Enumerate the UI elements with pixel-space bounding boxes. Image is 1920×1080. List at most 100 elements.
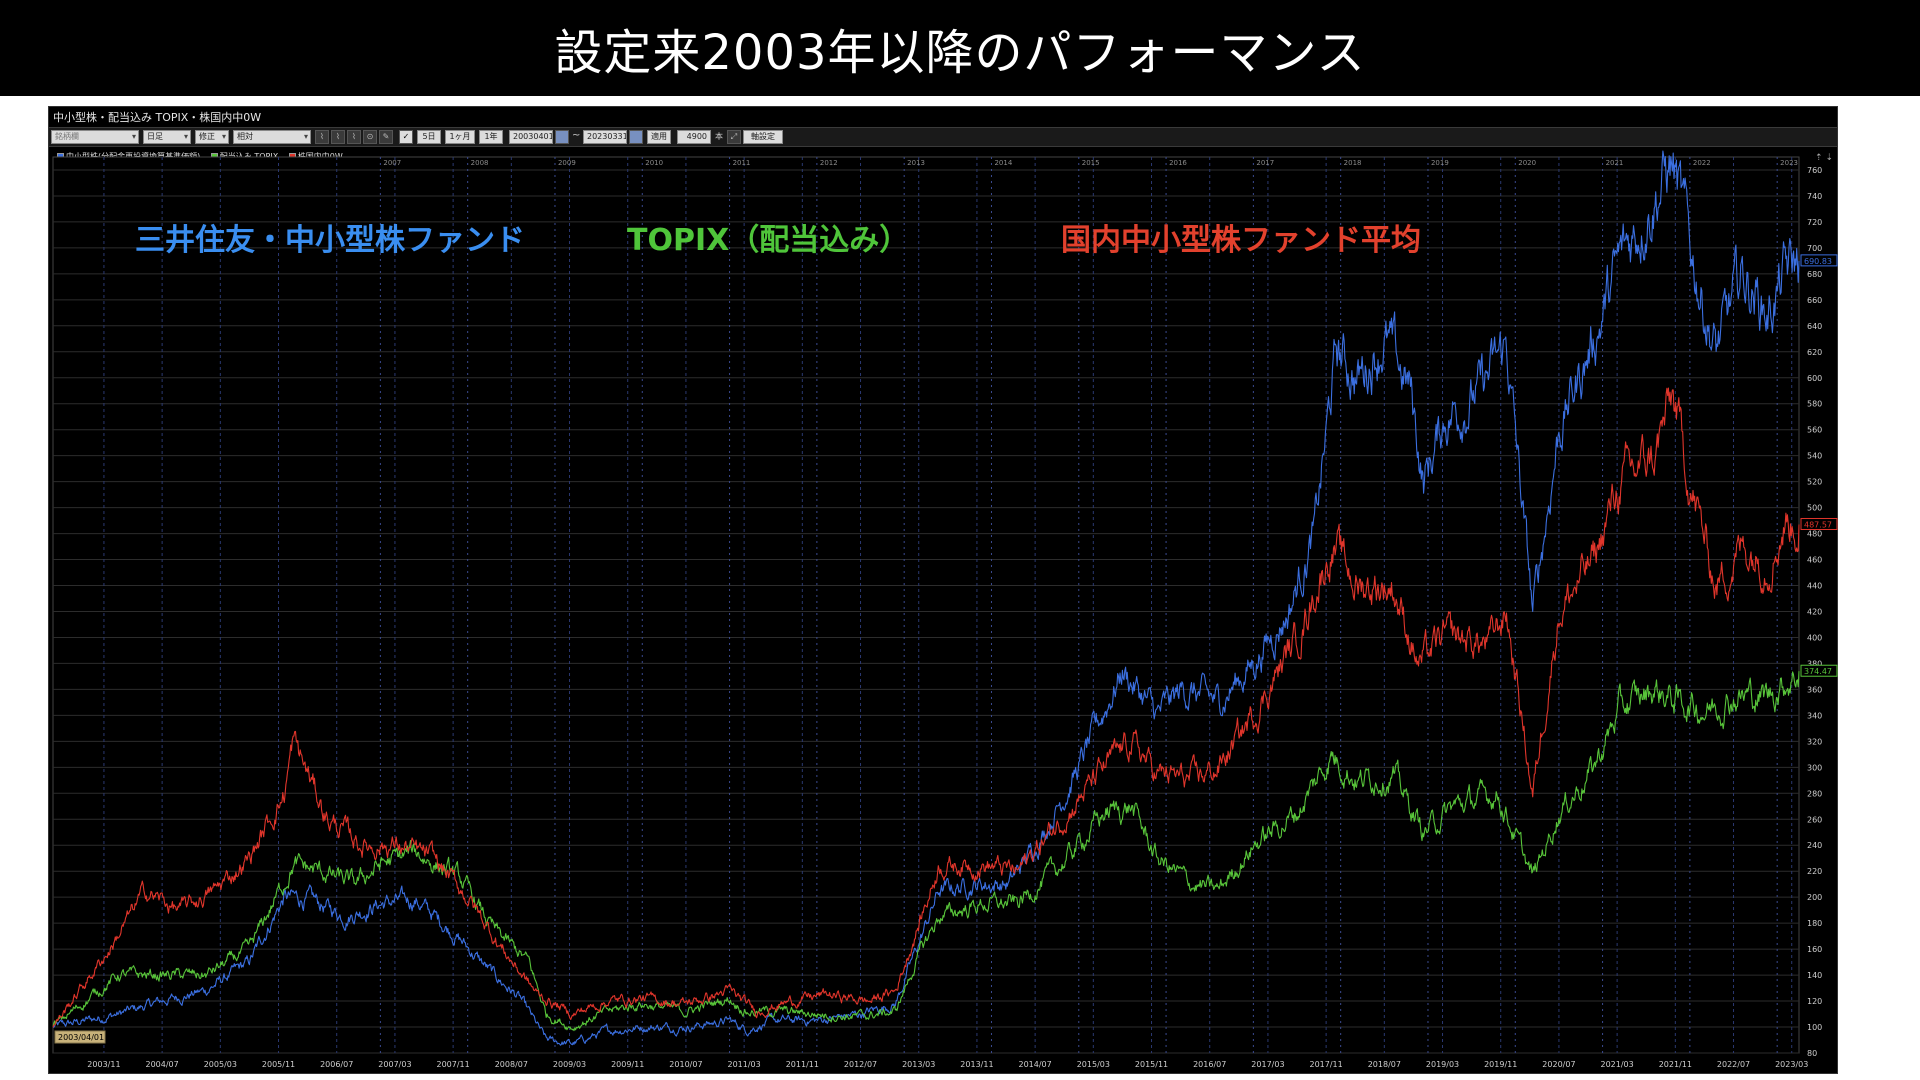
- y-tick-label: 420: [1807, 607, 1822, 616]
- slide-title-bar: 設定来2003年以降のパフォーマンス: [0, 0, 1920, 96]
- year-label: 2021: [1606, 159, 1624, 167]
- btn-5d[interactable]: 5日: [417, 130, 441, 144]
- year-label: 2017: [1256, 159, 1274, 167]
- plot-area: [52, 156, 1800, 1054]
- year-label: 2019: [1431, 159, 1449, 167]
- x-tick-label: 2010/07: [669, 1060, 702, 1069]
- x-tick-label: 2020/07: [1542, 1060, 1575, 1069]
- x-tick-label: 2021/11: [1659, 1060, 1692, 1069]
- calendar-icon[interactable]: [555, 130, 569, 144]
- x-tick-label: 2013/03: [902, 1060, 935, 1069]
- x-tick-label: 2004/07: [146, 1060, 179, 1069]
- y-tick-label: 600: [1807, 374, 1822, 383]
- last-value-box: [1800, 517, 1838, 530]
- start-date-field[interactable]: 20030401: [509, 130, 553, 144]
- year-label: 2011: [733, 159, 751, 167]
- period-select[interactable]: 日足: [143, 130, 191, 144]
- year-label: 2018: [1344, 159, 1362, 167]
- year-label: 2020: [1518, 159, 1536, 167]
- y-tick-label: 560: [1807, 426, 1822, 435]
- search-input[interactable]: 銘柄欄: [51, 130, 139, 144]
- y-tick-label: 280: [1807, 789, 1822, 798]
- year-label: 2022: [1693, 159, 1711, 167]
- y-tick-label: 220: [1807, 867, 1822, 876]
- count-field[interactable]: 4900: [677, 130, 711, 144]
- x-tick-label: 2003/11: [87, 1060, 120, 1069]
- year-label: 2013: [907, 159, 925, 167]
- x-tick-label: 2011/11: [786, 1060, 819, 1069]
- x-tick-label: 2021/03: [1601, 1060, 1634, 1069]
- last-value-box: [1800, 254, 1838, 267]
- slide-title: 設定来2003年以降のパフォーマンス: [554, 25, 1366, 81]
- y-tick-label: 680: [1807, 270, 1822, 279]
- zoom-icon[interactable]: ⊙: [363, 130, 377, 144]
- series-line: [52, 150, 1800, 1046]
- x-tick-label: 2015/03: [1077, 1060, 1110, 1069]
- x-tick-label: 2022/07: [1717, 1060, 1750, 1069]
- scroll-arrows-icon[interactable]: ⇡ ⇣: [1815, 153, 1833, 163]
- x-tick-label: 2007/03: [378, 1060, 411, 1069]
- btn-1m[interactable]: 1ヶ月: [445, 130, 475, 144]
- y-tick-label: 580: [1807, 400, 1822, 409]
- draw-icon[interactable]: ✎: [379, 130, 393, 144]
- year-label: 2009: [558, 159, 576, 167]
- x-tick-label: 2006/07: [320, 1060, 353, 1069]
- y-tick-label: 200: [1807, 893, 1822, 902]
- y-tick-label: 400: [1807, 633, 1822, 642]
- x-tick-label: 2014/07: [1019, 1060, 1052, 1069]
- x-tick-label: 2016/07: [1193, 1060, 1226, 1069]
- x-tick-label: 2005/11: [262, 1060, 295, 1069]
- y-tick-label: 740: [1807, 192, 1822, 201]
- annotation-topix: TOPIX（配当込み）: [627, 223, 910, 258]
- y-tick-label: 320: [1807, 737, 1822, 746]
- y-tick-label: 100: [1807, 1023, 1822, 1032]
- year-label: 2023: [1780, 159, 1798, 167]
- adjust-select[interactable]: 修正: [195, 130, 229, 144]
- start-date-box: [54, 1030, 106, 1044]
- calendar-icon[interactable]: [629, 130, 643, 144]
- x-tick-label: 2015/11: [1135, 1060, 1168, 1069]
- x-tick-label: 2018/07: [1368, 1060, 1401, 1069]
- chart-toolbar: 銘柄欄 日足 修正 相対 ⌇ ⌇ ⌇ ⊙ ✎ ✓ 5日 1ヶ月 1年 20030…: [49, 127, 1837, 147]
- line-chart-icon[interactable]: ⌇: [315, 130, 329, 144]
- y-tick-label: 640: [1807, 322, 1822, 331]
- chart-window: 中小型株・配当込み TOPIX・株国内中0W 銘柄欄 日足 修正 相対 ⌇ ⌇ …: [48, 106, 1838, 1074]
- year-label: 2008: [471, 159, 489, 167]
- chart-plot: 80 100 120 140 160 180 200 220 240 260 280 300 320 34…: [52, 150, 1838, 1069]
- btn-1y[interactable]: 1年: [479, 130, 503, 144]
- checkbox-icon[interactable]: ✓: [399, 130, 413, 144]
- x-tick-label: 2013/11: [960, 1060, 993, 1069]
- x-tick-label: 2019/03: [1426, 1060, 1459, 1069]
- series-line: [52, 387, 1800, 1028]
- last-value-label: 690.83: [1804, 257, 1832, 266]
- year-label: 2016: [1169, 159, 1187, 167]
- start-date-label: 2003/04/01: [58, 1033, 104, 1042]
- candle-chart-icon[interactable]: ⌇: [331, 130, 345, 144]
- count-unit: 本: [715, 132, 723, 141]
- window-title: 中小型株・配当込み TOPIX・株国内中0W: [53, 111, 262, 124]
- y-tick-label: 380: [1807, 659, 1822, 668]
- y-tick-label: 460: [1807, 556, 1822, 565]
- x-tick-label: 2019/11: [1484, 1060, 1517, 1069]
- y-tick-label: 700: [1807, 244, 1822, 253]
- x-tick-label: 2011/03: [728, 1060, 761, 1069]
- y-tick-label: 520: [1807, 478, 1822, 487]
- axis-icon[interactable]: ⤢: [727, 130, 741, 144]
- x-tick-label: 2009/11: [611, 1060, 644, 1069]
- y-tick-label: 340: [1807, 711, 1822, 720]
- year-label: 2015: [1082, 159, 1100, 167]
- apply-button[interactable]: 適用: [647, 130, 671, 144]
- y-tick-label: 120: [1807, 997, 1822, 1006]
- y-tick-label: 240: [1807, 841, 1822, 850]
- range-separator: ~: [572, 130, 581, 141]
- last-value-label: 487.57: [1804, 520, 1832, 529]
- bar-chart-icon[interactable]: ⌇: [347, 130, 361, 144]
- axis-settings-button[interactable]: 軸設定: [743, 130, 783, 144]
- mode-select[interactable]: 相対: [233, 130, 311, 144]
- end-date-field[interactable]: 20230331: [583, 130, 627, 144]
- y-tick-label: 180: [1807, 919, 1822, 928]
- last-value-box: [1800, 664, 1838, 677]
- year-label: 2010: [645, 159, 663, 167]
- y-tick-label: 260: [1807, 815, 1822, 824]
- last-value-label: 374.47: [1804, 667, 1832, 676]
